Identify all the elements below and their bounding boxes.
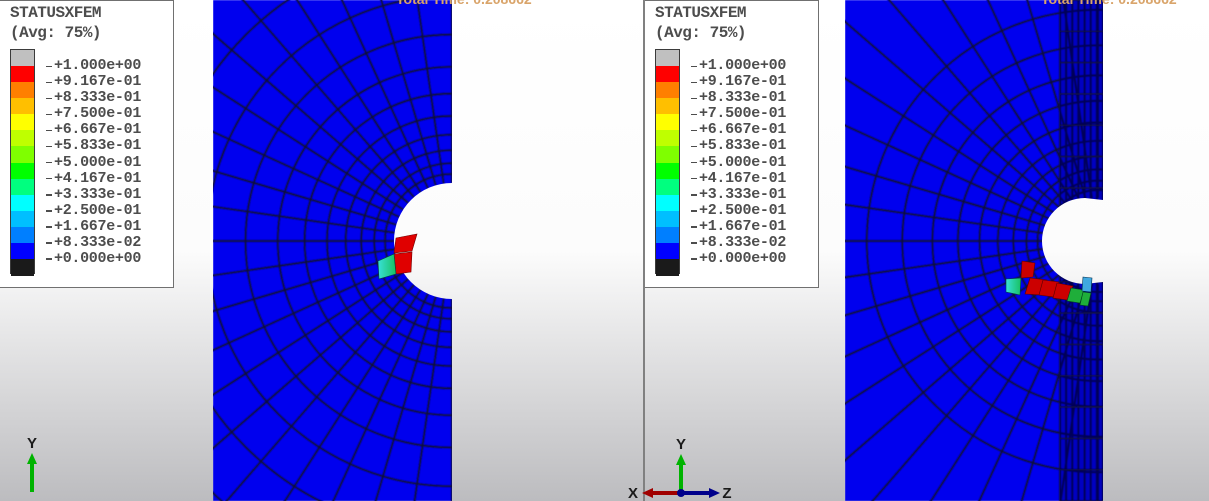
svg-text:Y: Y xyxy=(27,435,37,452)
svg-text:X: X xyxy=(628,485,638,501)
svg-text:Z: Z xyxy=(722,485,731,501)
svg-text:Y: Y xyxy=(676,436,686,453)
